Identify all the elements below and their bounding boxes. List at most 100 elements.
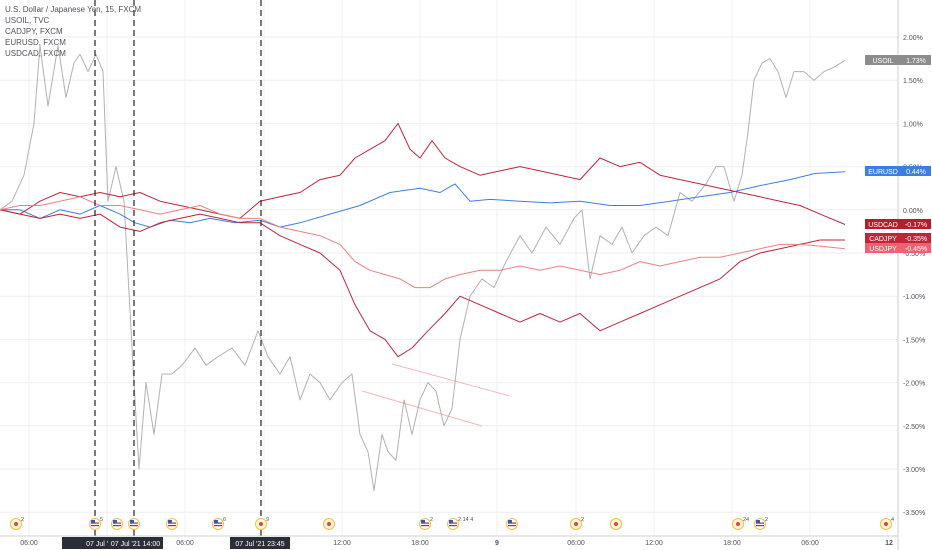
time-label-box	[230, 537, 290, 549]
chart-grid	[0, 0, 898, 536]
time-label: 07 Jul '21	[86, 541, 116, 548]
event-marker[interactable]: 9	[255, 517, 270, 530]
legend-title: U.S. Dollar / Japanese Yen, 15, FXCM	[5, 5, 142, 14]
event-count-label: 2	[765, 517, 768, 523]
x-axis: 06:00 06:00 12:00 18:00 9 06:00 12:00 18:00 06:0…	[0, 535, 898, 547]
series-value-box-eurusd	[901, 166, 931, 176]
event-count-label: 2	[581, 517, 584, 523]
event-marker[interactable]: 2	[419, 517, 434, 530]
event-marker[interactable]: 24	[732, 517, 750, 530]
flag-stripe	[168, 522, 176, 524]
event-marker[interactable]	[128, 518, 140, 530]
flag-stripe	[168, 525, 176, 527]
series-line-usoil	[0, 45, 846, 492]
flag-canton	[168, 520, 172, 523]
x-tick-label: 06:00	[567, 540, 585, 547]
legend-item-usoil[interactable]: USOIL, TVC	[5, 16, 50, 25]
series-last-labels: USOIL 1.73% EURUSD 0.44% USDCAD -0.17% CADJPY -…	[865, 55, 931, 253]
flag-canton	[113, 520, 117, 523]
y-tick-label: 1.50%	[903, 78, 923, 85]
y-tick-label: -3.00%	[903, 467, 925, 474]
legend-item-cadjpy[interactable]: CADJPY, FXCM	[5, 27, 63, 36]
event-marker[interactable]	[323, 518, 335, 530]
series-value-box-usdjpy	[901, 243, 931, 253]
x-tick-label: 12	[885, 540, 893, 547]
series-line-cadjpy	[0, 209, 845, 358]
event-marker[interactable]: 2	[10, 517, 25, 530]
x-tick-label: 06:00	[20, 540, 38, 547]
x-tick-label: 18:00	[723, 540, 741, 547]
y-tick-label: 1.00%	[903, 121, 923, 128]
event-marker[interactable]	[610, 518, 622, 530]
series-value-label: 0.44%	[906, 169, 926, 176]
event-count-label: 2	[21, 517, 24, 523]
flag-stripe	[130, 525, 138, 527]
y-tick-label: -1.00%	[903, 294, 925, 301]
flag-canton	[130, 520, 134, 523]
flag-stripe	[756, 522, 764, 524]
trend-lines	[361, 363, 511, 427]
series-name-box-eurusd	[865, 166, 901, 176]
flag-stripe	[449, 525, 457, 527]
x-tick-label: 06:00	[176, 540, 194, 547]
legend-item-eurusd[interactable]: EURUSD, FXCM	[5, 38, 66, 47]
event-count-label: 2	[430, 517, 433, 523]
time-label: 07 Jul '21 14:00	[111, 541, 160, 548]
flag-stripe	[421, 522, 429, 524]
event-marker[interactable]: 4	[880, 517, 895, 530]
x-tick-label: 12:00	[333, 540, 351, 547]
flag-canton	[214, 520, 218, 523]
y-axis: 2.00%1.50%1.00%0.50%0.00%-0.50%-1.00%-1.…	[897, 0, 925, 550]
event-marker[interactable]	[506, 518, 518, 530]
series-name-label: USDJPY	[869, 246, 897, 253]
event-marker[interactable]: 5	[89, 517, 104, 530]
series-line-eurusd	[0, 171, 846, 228]
flag-stripe	[421, 525, 429, 527]
time-label: 07 Jul '21 23:45	[235, 541, 284, 548]
series-value-box-usdcad	[901, 219, 931, 229]
series-value-label: -0.17%	[905, 222, 927, 229]
flag-stripe	[214, 522, 222, 524]
flag-stripe	[130, 522, 138, 524]
flag-canton	[449, 520, 453, 523]
flag-stripe	[113, 525, 121, 527]
event-marker[interactable]: 2	[754, 517, 769, 530]
event-marker[interactable]: 2	[570, 517, 585, 530]
x-tick-label: 18:00	[411, 540, 429, 547]
series-name-box-cadjpy	[865, 233, 901, 243]
y-tick-label: -2.00%	[903, 381, 925, 388]
series-name-label: USOIL	[872, 58, 893, 65]
flag-canton	[508, 520, 512, 523]
event-dot-center	[574, 522, 578, 526]
flag-stripe	[756, 525, 764, 527]
flag-stripe	[214, 525, 222, 527]
flag-canton	[421, 520, 425, 523]
event-dot-center	[327, 522, 331, 526]
series-value-label: -0.35%	[905, 236, 927, 243]
trend-line	[391, 363, 511, 397]
y-tick-label: 0.00%	[903, 208, 923, 215]
series-name-box-usdcad	[865, 219, 901, 229]
event-marker[interactable]: 2 14 4	[447, 517, 474, 530]
event-marker[interactable]	[111, 518, 123, 530]
time-label-box	[108, 537, 163, 549]
event-dot-center	[259, 522, 263, 526]
event-marker[interactable]	[166, 518, 178, 530]
x-tick-label: 12:00	[645, 540, 663, 547]
y-tick-label: -3.50%	[903, 510, 925, 517]
series-lines	[0, 45, 846, 492]
event-dot-center	[736, 522, 740, 526]
series-value-label: -0.45%	[905, 246, 927, 253]
series-name-box-usdjpy	[865, 243, 901, 253]
series-value-box-usoil	[901, 55, 931, 65]
event-marker[interactable]: 6	[212, 517, 227, 530]
series-line-usdjpy	[0, 196, 846, 289]
flag-stripe	[91, 522, 99, 524]
event-count-label: 5	[100, 517, 103, 523]
series-name-label: CADJPY	[869, 236, 897, 243]
legend-item-usdcad[interactable]: USDCAD, FXCM	[5, 49, 66, 58]
flag-stripe	[508, 525, 516, 527]
event-count-label: 9	[266, 517, 269, 523]
